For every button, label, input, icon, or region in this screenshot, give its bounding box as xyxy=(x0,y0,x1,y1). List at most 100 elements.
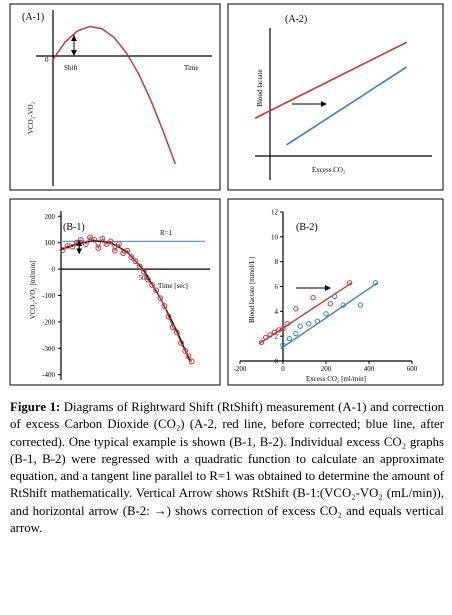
panel-b1-x-tick-label: 500 xyxy=(139,274,150,282)
panel-b1-y-tick-label: -400 xyxy=(42,371,55,379)
panel-a2-frame xyxy=(227,3,444,191)
panel-b2-y-tick-label: 8 xyxy=(275,258,279,266)
panel-b1-point xyxy=(69,243,76,250)
panel-b2-point-red xyxy=(258,339,265,346)
panel-b2-point-blue xyxy=(331,293,338,300)
panel-a1-shift-label: Shift xyxy=(64,64,78,72)
panel-b2-x-tick-label: 400 xyxy=(364,365,375,373)
panel-a1-xlabel: Time xyxy=(184,64,199,72)
caption-title: Figure 1: xyxy=(10,400,61,414)
panel-b1-point xyxy=(95,245,102,251)
panel-b2-fit-line-red xyxy=(258,282,353,345)
panel-b1: (B-1) 200 100 0 -100 -200 -300 -400 500 R=1 Tim… xyxy=(9,198,221,386)
panel-b1-point xyxy=(59,247,66,253)
panel-b2-point-red xyxy=(327,301,333,307)
panel-b1-y-tick-label: -200 xyxy=(42,318,55,326)
panel-b1-point xyxy=(116,241,122,247)
panel-b2-frame xyxy=(227,198,444,386)
panel-b1-point xyxy=(188,358,195,365)
panel-b2-point-blue xyxy=(323,311,329,317)
panel-b1-point xyxy=(99,235,106,242)
panel-b2-y-tick-label: 2 xyxy=(275,333,279,341)
panel-b2-point-blue xyxy=(297,323,303,329)
panel-b2-x-tick-label: 0 xyxy=(281,365,285,373)
panel-b2-point-blue xyxy=(293,330,299,337)
panel-b2-axes: 12 10 8 6 4 2 0 -200 0 200 400 600 xyxy=(234,209,418,374)
panel-b1-y-tick-label: 200 xyxy=(45,213,56,221)
panel-a1-y-zero: 0 xyxy=(45,56,49,64)
panel-b2-marks xyxy=(258,280,379,350)
panel-b1-marks xyxy=(59,234,205,365)
panel-b1-frame xyxy=(9,198,221,386)
figure: (A-1) 0 Time VCO₂-VO₂ Shift (A-2) Excess… xyxy=(9,3,444,386)
panel-b1-y-tick-label: 0 xyxy=(52,266,56,274)
panel-b1-point xyxy=(124,247,131,254)
panel-a1-frame xyxy=(9,3,221,191)
panel-b1-point xyxy=(107,238,114,245)
panel-b1-point xyxy=(161,303,168,309)
panel-b1-point xyxy=(165,313,172,320)
panel-a2: (A-2) Excess CO₂ Blood lactate xyxy=(227,3,444,191)
panel-a2-label: (A-2) xyxy=(285,14,307,25)
panel-b1-xlabel: Time [sec] xyxy=(158,282,188,290)
panel-b2-point-blue xyxy=(314,318,321,324)
panel-a1-ylabel: VCO₂-VO₂ xyxy=(27,101,35,134)
panel-b2-y-tick-label: 6 xyxy=(275,283,279,291)
panel-b2-point-red xyxy=(284,321,290,327)
panel-b1-point xyxy=(178,340,184,346)
figure-caption: Figure 1: Diagrams of Rightward Shift (R… xyxy=(10,399,444,537)
panel-b2-point-blue xyxy=(280,342,286,348)
panel-a1: (A-1) 0 Time VCO₂-VO₂ Shift xyxy=(9,3,221,191)
panel-a1-series-red xyxy=(52,25,177,165)
panel-b1-axes: 200 100 0 -100 -200 -300 -400 500 xyxy=(42,211,210,380)
panel-b1-point xyxy=(185,353,192,360)
panel-b1-point xyxy=(132,258,139,265)
caption-text: Diagrams of Rightward Shift (RtShift) me… xyxy=(10,400,444,536)
panel-a2-xlabel: Excess CO₂ xyxy=(312,166,346,174)
panel-b1-point xyxy=(153,287,160,294)
panel-b1-y-tick-label: -100 xyxy=(42,292,55,300)
panel-b2-y-tick-label: 4 xyxy=(275,308,279,316)
panel-b2-x-tick-label: -200 xyxy=(234,365,247,373)
panel-b1-point xyxy=(182,348,189,354)
panel-b2-point-blue xyxy=(306,321,312,327)
panel-b2-point-blue xyxy=(372,280,379,286)
panel-b1-point xyxy=(82,241,89,247)
panel-b2-point-red xyxy=(263,334,269,341)
panel-b1-y-tick-label: 100 xyxy=(45,239,56,247)
panel-b1-data-line xyxy=(62,236,193,362)
panel-b1-fit-curve xyxy=(60,239,191,362)
panel-b2-label: (B-2) xyxy=(296,222,318,233)
panel-b1-point xyxy=(140,268,147,275)
panel-a2-series-blue xyxy=(286,66,408,146)
panel-b2-point-red xyxy=(293,306,299,312)
panel-b2-y-tick-label: 12 xyxy=(271,209,279,217)
panel-b2-point-blue xyxy=(357,302,364,308)
panel-b1-point xyxy=(145,276,151,283)
panel-b2: (B-2) 12 10 8 6 4 2 0 -200 0 200 400 600 Excess CO₂… xyxy=(227,198,444,386)
panel-b2-point-red xyxy=(310,294,316,301)
panel-b2-point-blue xyxy=(340,302,346,308)
panel-a2-ylabel: Blood lactate xyxy=(256,69,264,106)
panel-b2-x-tick-label: 200 xyxy=(321,365,332,373)
panel-b2-point-red xyxy=(267,332,273,338)
panel-b2-point-blue xyxy=(286,335,293,342)
panel-b1-point xyxy=(157,295,164,302)
panel-b1-label: (B-1) xyxy=(63,222,85,233)
panel-b2-y-tick-label: 0 xyxy=(275,358,279,366)
panel-b1-ylabel: VCO₂-VO₂ [ml/min] xyxy=(29,261,37,320)
panel-b2-ylabel: Blood lactate [mmol/L] xyxy=(248,257,256,323)
panel-a1-label: (A-1) xyxy=(22,12,44,23)
panel-b2-x-tick-label: 600 xyxy=(407,365,418,373)
panel-b1-point xyxy=(128,254,135,261)
panel-b1-point xyxy=(91,236,98,243)
panel-b1-ref-label: R=1 xyxy=(160,229,173,237)
panel-b2-xlabel: Excess CO₂ [ml/min] xyxy=(306,375,366,383)
panel-b1-point xyxy=(120,250,126,257)
panel-b2-point-red xyxy=(346,280,353,286)
panel-b1-y-tick-label: -300 xyxy=(42,345,55,353)
panel-b1-point xyxy=(111,247,118,254)
panel-b1-point xyxy=(136,263,143,270)
panel-b1-point xyxy=(169,324,176,331)
panel-a2-series-red xyxy=(254,41,408,119)
